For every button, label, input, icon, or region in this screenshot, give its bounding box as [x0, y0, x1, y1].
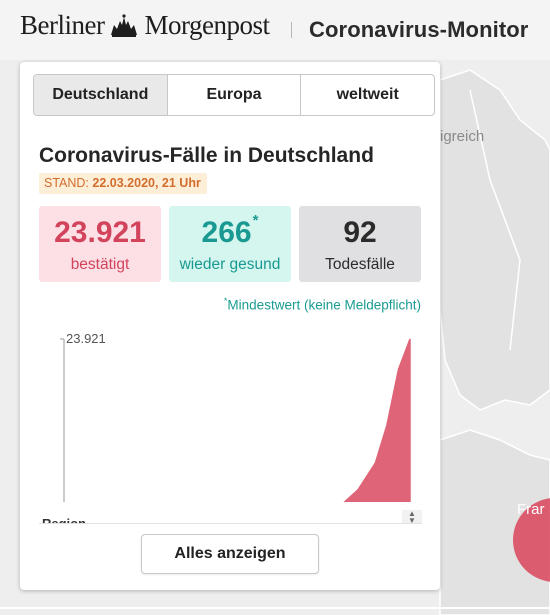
recovered-marker: * — [252, 212, 259, 229]
footnote-text: Mindestwert (keine Meldepflicht) — [227, 297, 421, 313]
monitor-title: Coronavirus-Monitor — [309, 17, 529, 42]
panel-title: Coronavirus-Fälle in Deutschland — [39, 144, 374, 167]
map-label-uk: igreich — [440, 128, 485, 145]
map-label-france: Frar — [517, 501, 545, 518]
stand-value: 22.03.2020, 21 Uhr — [92, 176, 201, 190]
series-confirmed-area — [343, 338, 411, 502]
confirmed-count: 23.921 — [54, 216, 146, 249]
stats-row: 23.921 bestätigt 266* wieder gesund 92 T… — [39, 206, 422, 282]
tab-europa[interactable]: Europa — [168, 75, 302, 115]
tab-weltweit[interactable]: weltweit — [336, 86, 399, 103]
recovered-count-wrap: 266* — [169, 212, 291, 250]
header-divider — [291, 22, 292, 38]
show-all-button[interactable]: Alles anzeigen — [141, 534, 319, 574]
recovered-tile: 266* wieder gesund — [169, 206, 291, 282]
recovered-count: 266 — [201, 216, 252, 249]
recovered-label: wieder gesund — [179, 256, 281, 273]
brand-name-left: Berliner — [20, 10, 105, 40]
recovered-footnote: *Mindestwert (keine Meldepflicht) — [224, 296, 421, 313]
bear-crest-icon — [111, 13, 138, 37]
map-hotspot-paris — [513, 498, 550, 582]
brand-name-right: Morgenpost — [144, 10, 270, 40]
sort-arrows-icon[interactable]: ▲ ▼ — [402, 510, 422, 523]
stand-prefix: STAND: — [44, 176, 89, 190]
region-column-label[interactable]: Region — [42, 516, 87, 524]
map-border-line — [469, 89, 521, 351]
stand-badge: STAND: 22.03.2020, 21 Uhr — [39, 173, 207, 194]
stats-panel: Deutschland Europa weltweit Coronavirus-… — [20, 62, 440, 590]
footnote-marker: * — [223, 296, 228, 306]
deaths-count: 92 — [343, 216, 377, 249]
y-tick-label: 23.921 — [66, 331, 106, 346]
brand-logo[interactable]: Berliner Morgenpost — [20, 10, 270, 41]
confirmed-tile: 23.921 bestätigt — [39, 206, 161, 282]
deaths-tile: 92 Todesfälle — [299, 206, 421, 282]
region-tabs: Deutschland Europa weltweit — [33, 74, 435, 116]
site-header: Berliner Morgenpost Coronavirus-Monitor — [0, 0, 550, 60]
map-land-britain — [439, 69, 550, 411]
map-land-continent — [439, 429, 550, 615]
cases-chart[interactable]: 023.92122. Jan06. Feb21. Feb07. Mär22. M… — [20, 312, 440, 502]
deaths-label: Todesfälle — [325, 256, 395, 273]
tab-deutschland[interactable]: Deutschland — [34, 75, 168, 115]
region-table-header: Region ▲ ▼ — [39, 510, 422, 524]
confirmed-label: bestätigt — [70, 256, 130, 273]
